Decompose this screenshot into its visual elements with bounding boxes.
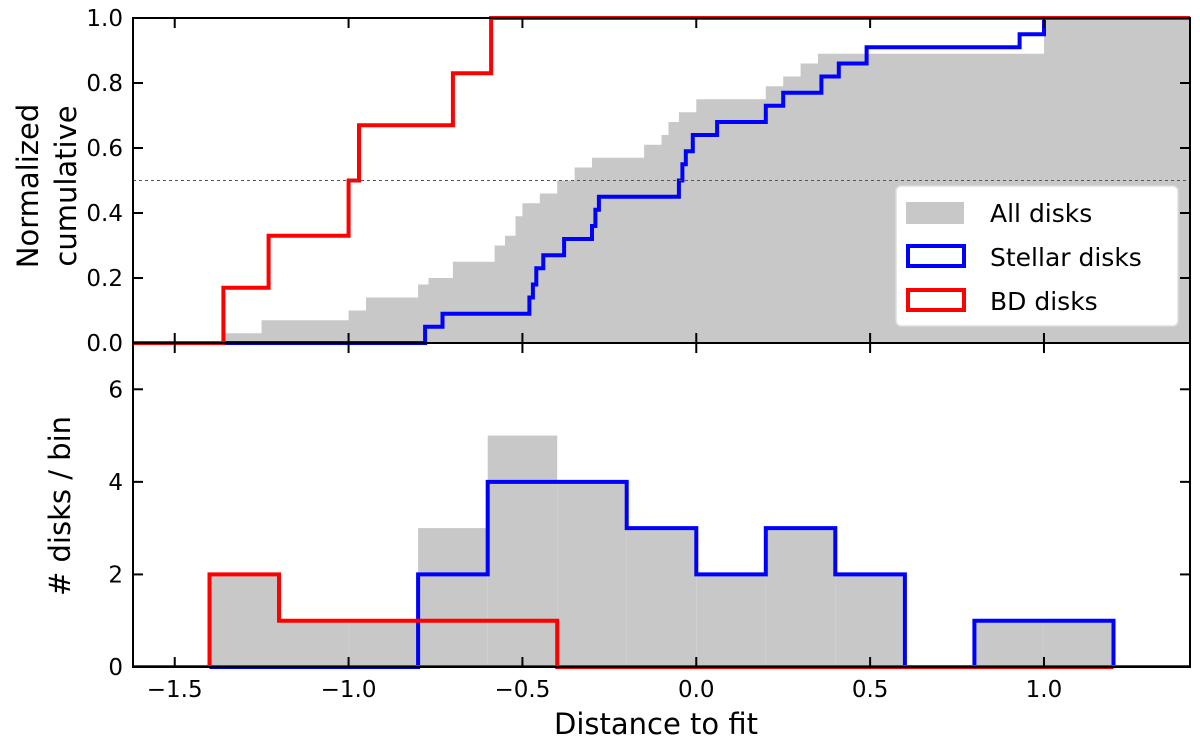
- histogram-bar-all: [487, 435, 558, 667]
- top-y-tick-label: 0.0: [86, 331, 123, 357]
- top-y-axis-title-line2: cumulative: [49, 105, 83, 266]
- histogram-bar-all: [974, 620, 1044, 667]
- x-tick-label: 1.0: [1026, 677, 1063, 703]
- cumulative-line-stellar: [133, 16, 1190, 345]
- histogram-bar-all: [557, 481, 627, 667]
- bottom-y-tick-label: 0: [108, 655, 123, 681]
- bottom-y-tick-label: 2: [108, 562, 123, 588]
- legend-label-bd: BD disks: [990, 287, 1098, 316]
- histogram-bar-all: [835, 574, 905, 667]
- histogram-bar-all: [418, 528, 488, 667]
- histogram-outline-stellar: [209, 479, 1116, 669]
- x-tick-label: −1.5: [147, 677, 203, 703]
- top-y-tick-label: 0.6: [86, 136, 123, 162]
- top-y-tick-label: 0.8: [86, 71, 123, 97]
- x-tick-label: −1.0: [321, 677, 377, 703]
- x-tick-label: −0.5: [494, 677, 550, 703]
- top-y-axis-title-line1: Normalized: [11, 104, 45, 268]
- legend-swatch-all: [906, 202, 964, 224]
- histogram-bar-all: [348, 620, 419, 667]
- histogram-bar-all: [626, 528, 697, 667]
- top-y-tick-label: 1.0: [86, 6, 123, 32]
- top-y-tick-label: 0.2: [86, 266, 123, 292]
- legend-box: [895, 185, 1179, 327]
- bottom-y-tick-label: 6: [108, 377, 123, 403]
- bottom-y-axis-title: # disks / bin: [43, 416, 77, 596]
- legend-swatch-bd: [906, 288, 966, 312]
- legend-label-stellar: Stellar disks: [990, 243, 1142, 272]
- cumulative-line-bd: [133, 16, 1190, 345]
- histogram-bar-all: [1044, 620, 1114, 667]
- bottom-panel: −1.5 −1.0 −0.5 0.0 0.5 1.0 0 2 4 6: [108, 342, 1191, 703]
- bottom-plot-frame: [132, 342, 1191, 668]
- x-tick-label: 0.5: [852, 677, 889, 703]
- x-axis-title: Distance to fit: [554, 707, 758, 740]
- bottom-y-tick-label: 4: [108, 470, 123, 496]
- histogram-bar-all: [765, 528, 836, 667]
- histogram-bar-all: [209, 574, 279, 667]
- legend-label-all: All disks: [990, 199, 1092, 228]
- legend-swatch-stellar: [906, 244, 966, 268]
- histogram-bar-all: [279, 620, 349, 667]
- x-tick-label: 0.0: [678, 677, 715, 703]
- histogram-bar-all: [696, 574, 766, 667]
- top-y-tick-label: 0.4: [86, 201, 123, 227]
- legend: All disks Stellar disks BD disks: [895, 185, 1179, 327]
